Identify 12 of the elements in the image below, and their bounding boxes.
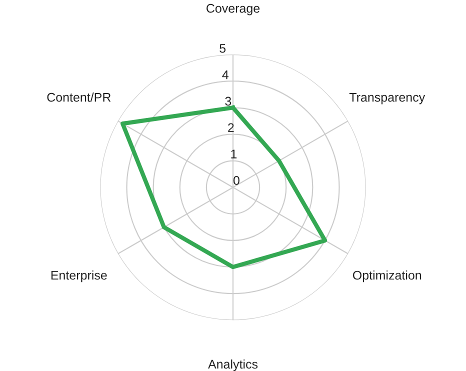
spoke-label: Optimization bbox=[352, 270, 422, 282]
y-tick-label: 3 bbox=[225, 96, 232, 106]
y-tick-label: 4 bbox=[222, 70, 228, 80]
y-tick-label: 5 bbox=[220, 44, 226, 53]
spoke-label: Enterprise bbox=[51, 270, 107, 282]
spoke-label: Transparency bbox=[349, 93, 426, 104]
spoke-label: Coverage bbox=[206, 4, 260, 16]
y-tick-label: 2 bbox=[228, 123, 234, 132]
spoke-label: Analytics bbox=[208, 359, 258, 371]
y-tick-label: 1 bbox=[231, 150, 237, 158]
spoke-label: Content/PR bbox=[47, 92, 111, 102]
y-tick-label: 0 bbox=[233, 176, 240, 185]
